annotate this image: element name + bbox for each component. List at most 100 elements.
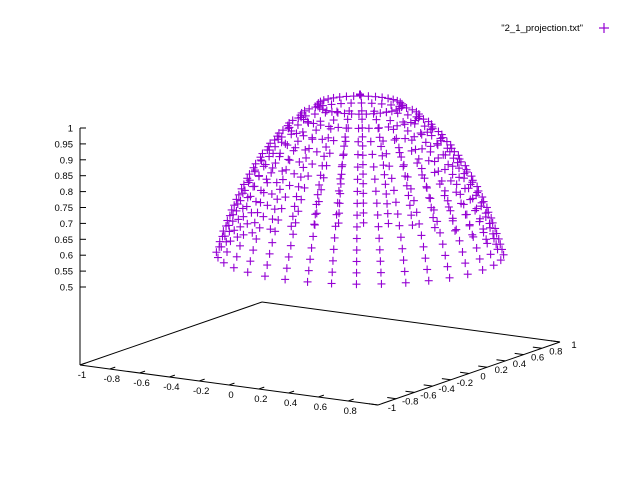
- data-point: [407, 211, 416, 220]
- data-point: [230, 226, 239, 235]
- data-point: [316, 121, 325, 130]
- data-point: [229, 263, 238, 272]
- data-point: [220, 232, 229, 241]
- data-point: [215, 237, 224, 246]
- data-point: [299, 115, 308, 124]
- data-point: [468, 194, 477, 203]
- data-point: [322, 143, 331, 152]
- data-point: [394, 143, 403, 152]
- data-point: [384, 122, 393, 131]
- data-point: [284, 155, 293, 164]
- data-point: [375, 245, 384, 254]
- data-point: [278, 167, 287, 176]
- data-point: [239, 230, 248, 239]
- data-point: [269, 149, 278, 158]
- data-point: [327, 279, 336, 288]
- data-point: [367, 99, 376, 108]
- data-point: [243, 219, 252, 228]
- data-point: [441, 251, 450, 260]
- data-point: [434, 127, 443, 136]
- data-point: [409, 196, 418, 205]
- data-point: [257, 156, 266, 165]
- data-point: [398, 244, 407, 253]
- y-tick-label: -1: [388, 403, 396, 414]
- z-tick-label: 0.65: [55, 235, 74, 246]
- data-point: [333, 198, 342, 207]
- x-tick-mark: [109, 366, 116, 370]
- data-point: [395, 221, 404, 230]
- y-tick-label: 0.8: [549, 346, 562, 357]
- data-point: [489, 261, 498, 270]
- data-point: [315, 180, 324, 189]
- data-point: [426, 194, 435, 203]
- data-point: [374, 123, 383, 132]
- data-point: [230, 201, 239, 210]
- data-point: [444, 160, 453, 169]
- data-point: [421, 254, 430, 263]
- data-point: [319, 96, 328, 105]
- data-point: [274, 216, 283, 225]
- data-point: [303, 277, 312, 286]
- data-point: [299, 163, 308, 172]
- data-point: [322, 161, 331, 170]
- z-tick-label: 0.8: [60, 187, 73, 198]
- data-point: [243, 193, 252, 202]
- data-point: [401, 278, 410, 287]
- data-point: [340, 109, 349, 118]
- data-point: [352, 257, 361, 266]
- data-point: [428, 124, 437, 133]
- data-point: [472, 243, 481, 252]
- data-point: [264, 142, 273, 151]
- y-tick-mark: [387, 397, 397, 400]
- data-point: [448, 170, 457, 179]
- data-point: [290, 202, 299, 211]
- data-point: [249, 246, 258, 255]
- data-point: [417, 130, 426, 139]
- data-point: [265, 146, 274, 155]
- axes: [79, 128, 561, 406]
- tick-labels: -1 -0.8 -0.6 -0.4 -0.2 0 0.2 0.4 0.6 0.8 -1-0.8-0.…: [55, 124, 577, 418]
- data-point: [333, 108, 342, 117]
- data-point: [223, 247, 232, 256]
- data-point: [393, 96, 402, 105]
- data-point: [460, 174, 469, 183]
- data-point: [304, 172, 313, 181]
- data-point: [314, 102, 323, 111]
- data-point: [314, 197, 323, 206]
- data-point: [263, 178, 272, 187]
- data-point: [393, 121, 402, 130]
- data-point: [359, 208, 368, 217]
- data-point: [319, 173, 328, 182]
- y-tick-mark: [550, 340, 561, 343]
- data-point: [352, 222, 361, 231]
- data-point: [378, 151, 387, 160]
- data-point: [342, 92, 351, 101]
- data-point: [261, 160, 270, 169]
- data-point: [391, 198, 400, 207]
- data-point: [372, 199, 381, 208]
- data-point: [402, 103, 411, 112]
- data-point: [335, 93, 344, 102]
- data-point: [267, 168, 276, 177]
- data-point: [223, 216, 232, 225]
- data-point: [354, 137, 363, 146]
- data-point: [255, 223, 264, 232]
- data-point: [463, 270, 472, 279]
- data-point: [285, 181, 294, 190]
- data-point: [433, 139, 442, 148]
- data-point: [352, 246, 361, 255]
- data-point: [395, 148, 404, 157]
- x-tick-mark: [258, 386, 265, 390]
- data-point: [364, 124, 373, 133]
- data-point: [317, 185, 326, 194]
- data-point: [339, 150, 348, 159]
- data-point: [446, 176, 455, 185]
- data-point: [454, 151, 463, 160]
- data-point: [390, 135, 399, 144]
- data-point: [403, 172, 412, 181]
- legend-label: "2_1_projection.txt": [501, 23, 583, 34]
- data-point: [491, 224, 500, 233]
- data-point: [275, 152, 284, 161]
- z-tick-label: 0.6: [60, 251, 73, 262]
- data-point: [334, 186, 343, 195]
